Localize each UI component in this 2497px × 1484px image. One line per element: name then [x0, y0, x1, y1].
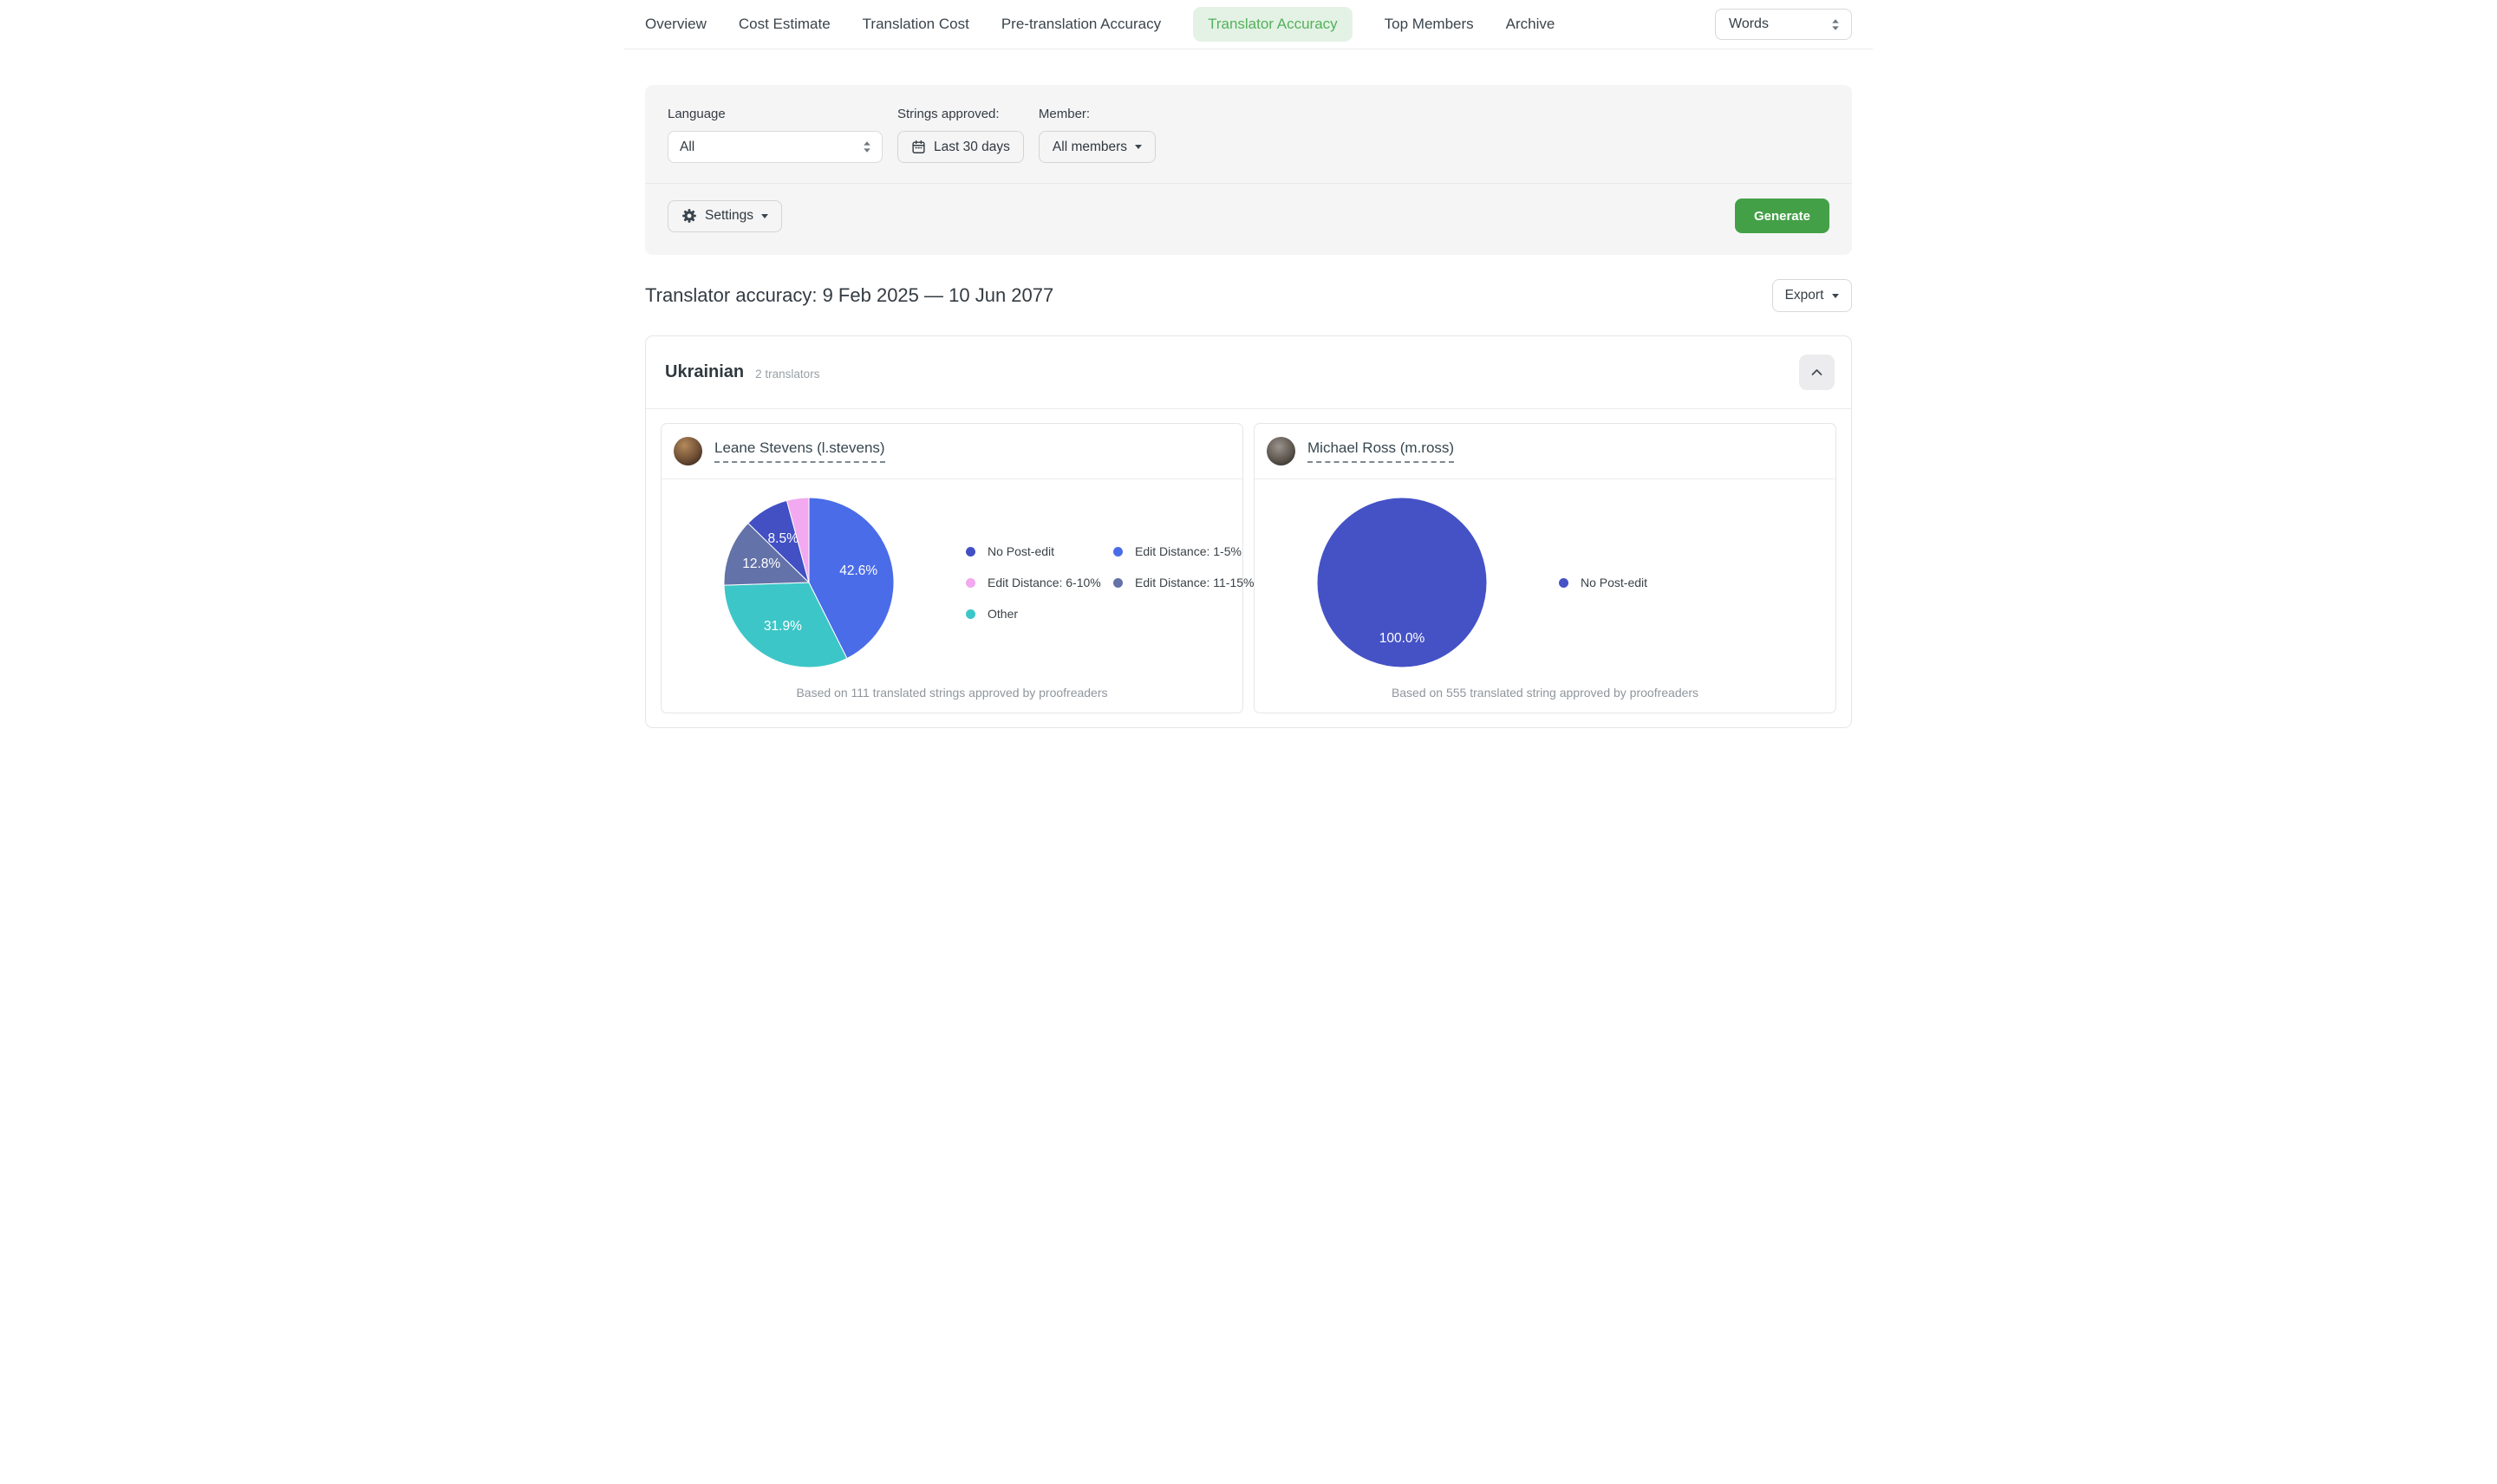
- pie-slice-label: 12.8%: [742, 556, 780, 571]
- legend-label: Edit Distance: 1-5%: [1135, 544, 1242, 558]
- language-section-body: Leane Stevens (l.stevens) 42.6% 31.9% 12.8…: [646, 408, 1851, 727]
- avatar: [674, 437, 702, 465]
- report-unit-select[interactable]: Words: [1715, 9, 1852, 40]
- chevron-down-icon: [761, 213, 769, 218]
- report-header: Translator accuracy: 9 Feb 2025 — 10 Jun…: [645, 279, 1852, 312]
- tab-cost-estimate[interactable]: Cost Estimate: [738, 16, 831, 32]
- legend-item[interactable]: Edit Distance: 1-5%: [1113, 544, 1254, 558]
- pie-slice[interactable]: [723, 522, 811, 586]
- chart-footnote: Based on 111 translated strings approved…: [796, 686, 1108, 700]
- gear-icon: [681, 208, 697, 224]
- language-section-header: Ukrainian 2 translators: [646, 336, 1851, 408]
- member-filter-group: Member: All members: [1038, 107, 1157, 163]
- strings-approved-label: Strings approved:: [897, 107, 1000, 121]
- legend-dot: [966, 546, 975, 556]
- report-unit-value: Words: [1729, 16, 1769, 31]
- date-range-button[interactable]: Last 30 days: [897, 131, 1024, 163]
- language-select[interactable]: All: [668, 131, 883, 163]
- collapse-section-button[interactable]: [1799, 355, 1835, 390]
- member-filter-value: All members: [1052, 139, 1128, 154]
- chevron-down-icon: [1135, 145, 1143, 149]
- pie-slice[interactable]: [1316, 497, 1488, 668]
- legend-dot: [1559, 577, 1568, 588]
- translators-count: 2 translators: [755, 368, 820, 381]
- pie-slice-label: 42.6%: [839, 563, 877, 578]
- translator-card-header: Michael Ross (m.ross): [1255, 424, 1835, 479]
- pie-slice-label: 8.5%: [768, 531, 799, 546]
- panel-divider: [645, 183, 1852, 184]
- strings-approved-filter-group: Strings approved: Last 30 days: [897, 107, 1024, 163]
- settings-button-label: Settings: [705, 208, 754, 223]
- translator-card: Leane Stevens (l.stevens) 42.6% 31.9% 12.8…: [661, 423, 1254, 713]
- pie-slice[interactable]: [808, 497, 895, 660]
- pie-slice[interactable]: [786, 497, 810, 583]
- legend-item[interactable]: Other: [966, 607, 1113, 621]
- tab-top-members[interactable]: Top Members: [1384, 16, 1474, 32]
- filters-actions-row: Settings Generate: [645, 184, 1852, 255]
- avatar: [1267, 437, 1295, 465]
- pie-chart[interactable]: 100.0%: [1315, 496, 1489, 669]
- reports-tab-bar: Overview Cost Estimate Translation Cost …: [624, 0, 1873, 49]
- language-section-card: Ukrainian 2 translators Leane Stevens (l…: [645, 335, 1852, 728]
- chevron-up-icon: [1809, 365, 1824, 380]
- language-filter-group: Language All: [668, 107, 883, 163]
- legend-label: No Post-edit: [988, 544, 1055, 558]
- chevron-down-icon: [1832, 293, 1840, 298]
- date-range-value: Last 30 days: [934, 139, 1010, 154]
- export-button[interactable]: Export: [1772, 279, 1852, 312]
- pie-legend: No Post-edit Edit Distance: 1-5% Edit Dist…: [966, 544, 1254, 621]
- legend-item[interactable]: Edit Distance: 6-10%: [966, 576, 1113, 589]
- generate-button[interactable]: Generate: [1734, 199, 1829, 233]
- pie-chart-area: 100.0% No Post-edit: [1255, 479, 1835, 686]
- language-name: Ukrainian: [665, 362, 745, 381]
- legend-item[interactable]: Edit Distance: 11-15%: [1113, 576, 1254, 589]
- legend-item[interactable]: No Post-edit: [1559, 576, 1647, 589]
- translator-card: Michael Ross (m.ross) 100.0% No Post-edi…: [1254, 423, 1836, 713]
- select-updown-arrows-icon: [863, 140, 871, 153]
- legend-dot: [1113, 546, 1123, 556]
- translator-name-link[interactable]: Leane Stevens (l.stevens): [714, 439, 885, 463]
- legend-label: No Post-edit: [1581, 576, 1648, 589]
- member-label: Member:: [1038, 107, 1091, 121]
- translator-name-link[interactable]: Michael Ross (m.ross): [1307, 439, 1455, 463]
- settings-button[interactable]: Settings: [668, 199, 783, 232]
- tab-pre-translation-accuracy[interactable]: Pre-translation Accuracy: [1001, 16, 1162, 32]
- pie-slice-label: 100.0%: [1379, 631, 1425, 646]
- member-filter-button[interactable]: All members: [1038, 131, 1157, 163]
- calendar-icon: [911, 140, 926, 154]
- legend-label: Other: [988, 607, 1019, 621]
- legend-dot: [1113, 577, 1123, 588]
- chart-footnote: Based on 555 translated string approved …: [1391, 686, 1699, 700]
- tab-overview[interactable]: Overview: [645, 16, 707, 32]
- legend-dot: [966, 609, 975, 619]
- tab-translator-accuracy[interactable]: Translator Accuracy: [1193, 7, 1353, 42]
- page-title: Translator accuracy: 9 Feb 2025 — 10 Jun…: [645, 284, 1054, 306]
- language-select-value: All: [680, 139, 695, 154]
- pie-legend: No Post-edit: [1559, 576, 1647, 589]
- legend-label: Edit Distance: 6-10%: [988, 576, 1101, 589]
- pie-chart-area: 42.6% 31.9% 12.8% 8.5% No Post-edit Edit Dis…: [662, 479, 1254, 686]
- pie-slice-label: 31.9%: [764, 619, 802, 634]
- pie-slice[interactable]: [723, 582, 848, 668]
- pie-chart[interactable]: 42.6% 31.9% 12.8% 8.5%: [722, 496, 896, 669]
- legend-dot: [966, 577, 975, 588]
- tab-archive[interactable]: Archive: [1505, 16, 1555, 32]
- tab-translation-cost[interactable]: Translation Cost: [862, 16, 969, 32]
- export-button-label: Export: [1784, 288, 1824, 303]
- legend-item[interactable]: No Post-edit: [966, 544, 1113, 558]
- language-label: Language: [668, 107, 726, 121]
- translator-card-header: Leane Stevens (l.stevens): [662, 424, 1242, 479]
- legend-label: Edit Distance: 11-15%: [1135, 576, 1255, 589]
- report-filters-panel: Language All Strings approved:: [645, 85, 1852, 255]
- filters-row: Language All Strings approved:: [645, 85, 1852, 183]
- select-updown-arrows-icon: [1831, 18, 1840, 31]
